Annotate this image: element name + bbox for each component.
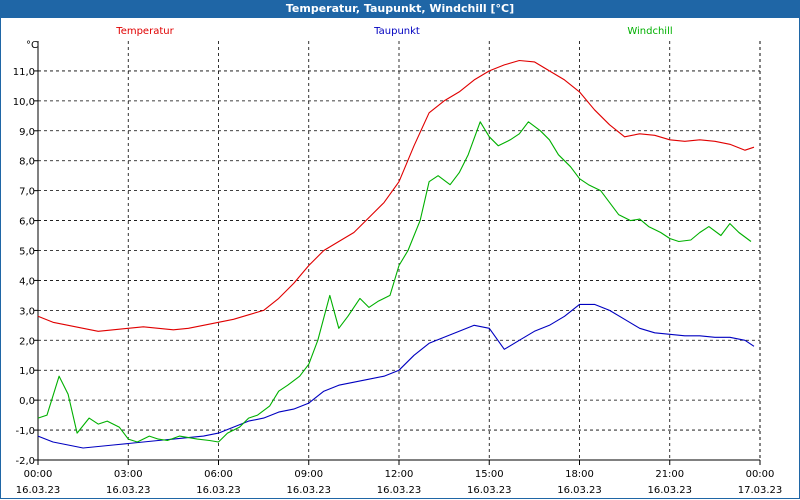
y-tick-label: 6,0 xyxy=(19,217,35,228)
y-tick-label: 3,0 xyxy=(19,306,35,317)
series-line-windchill xyxy=(37,121,752,443)
x-tick-date: 16.03.23 xyxy=(377,485,422,496)
y-axis-label: °C xyxy=(26,40,38,51)
y-tick-label: 2,0 xyxy=(19,336,35,347)
series-line-taupunkt xyxy=(37,303,755,449)
x-tick-time: 09:00 xyxy=(294,469,323,480)
y-tick-labels: -2,0 -1,0 0,0 1,0 2,0 3,0 4,0 5,0 6,0 7,0 8,0 9,0 10… xyxy=(13,67,35,467)
x-tick-time: 21:00 xyxy=(655,469,684,480)
x-tick-time: 03:00 xyxy=(114,469,143,480)
x-tick-date: 16.03.23 xyxy=(557,485,602,496)
x-tick-time: 00:00 xyxy=(746,469,775,480)
y-tick-label: -1,0 xyxy=(15,426,35,437)
x-tick-time: 06:00 xyxy=(204,469,233,480)
axes xyxy=(34,41,761,465)
legend-windchill: Windchill xyxy=(627,26,672,37)
x-tick-date: 16.03.23 xyxy=(286,485,331,496)
x-tick-date: 16.03.23 xyxy=(106,485,151,496)
y-tick-label: 4,0 xyxy=(19,276,35,287)
y-tick-label: 7,0 xyxy=(19,187,35,198)
grid xyxy=(38,41,761,461)
x-tick-date: 16.03.23 xyxy=(647,485,692,496)
series-line-temperatur xyxy=(37,59,755,332)
x-tick-time: 00:00 xyxy=(24,469,53,480)
y-tick-label: 5,0 xyxy=(19,247,35,258)
x-tick-date: 17.03.23 xyxy=(738,485,783,496)
legend-temperatur: Temperatur xyxy=(115,26,174,37)
x-tick-time: 12:00 xyxy=(385,469,414,480)
y-tick-label: 9,0 xyxy=(19,127,35,138)
x-tick-labels: 00:00 16.03.23 03:00 16.03.23 06:00 16.03.23 0… xyxy=(16,469,783,496)
y-tick-label: 10,0 xyxy=(13,97,35,108)
x-tick-date: 16.03.23 xyxy=(467,485,512,496)
legend: Temperatur Taupunkt Windchill xyxy=(115,26,672,37)
y-tick-label: -2,0 xyxy=(15,456,35,467)
x-tick-date: 16.03.23 xyxy=(196,485,241,496)
legend-taupunkt: Taupunkt xyxy=(373,26,420,37)
chart-title: Temperatur, Taupunkt, Windchill [°C] xyxy=(0,0,800,18)
y-tick-label: 0,0 xyxy=(19,396,35,407)
x-tick-time: 15:00 xyxy=(475,469,504,480)
y-tick-label: 8,0 xyxy=(19,157,35,168)
y-tick-label: 11,0 xyxy=(13,67,35,78)
x-tick-date: 16.03.23 xyxy=(16,485,61,496)
x-tick-time: 18:00 xyxy=(565,469,594,480)
series-lines xyxy=(37,59,755,449)
y-tick-label: 1,0 xyxy=(19,366,35,377)
